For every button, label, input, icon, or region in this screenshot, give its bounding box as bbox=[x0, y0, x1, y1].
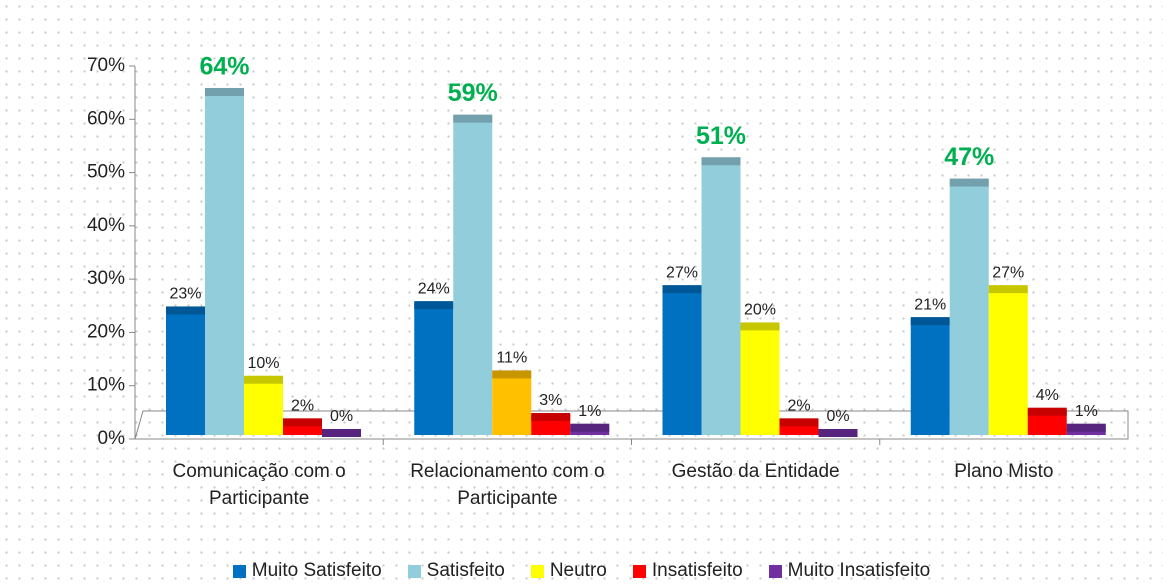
bar bbox=[492, 372, 532, 435]
bar-top bbox=[818, 429, 858, 437]
legend-label: Neutro bbox=[549, 560, 607, 581]
legend-label: Muito Insatisfeito bbox=[787, 560, 931, 581]
data-label: 4% bbox=[1036, 387, 1059, 404]
x-tick-label: Plano Misto bbox=[954, 461, 1054, 482]
bar-top bbox=[1066, 423, 1106, 432]
floor bbox=[134, 410, 1129, 440]
x-tick-label: Relacionamento com o Participante bbox=[410, 461, 605, 509]
data-label: 11% bbox=[496, 350, 527, 367]
legend-item: Satisfeito bbox=[407, 560, 505, 582]
y-tick-label: 30% bbox=[87, 268, 125, 289]
y-tick-label: 60% bbox=[87, 108, 125, 129]
x-tick-label: Comunicação com o Participante bbox=[172, 461, 346, 509]
data-label: 51% bbox=[696, 122, 746, 150]
legend-item: Insatisfeito bbox=[632, 560, 743, 582]
legend-swatch bbox=[530, 564, 544, 578]
legend-label: Muito Satisfeito bbox=[251, 560, 382, 581]
bar bbox=[988, 287, 1028, 435]
data-label: 21% bbox=[914, 296, 946, 313]
bar-top bbox=[740, 322, 780, 331]
data-label: 59% bbox=[448, 79, 498, 107]
data-label: 23% bbox=[169, 286, 201, 303]
data-label: 24% bbox=[418, 280, 450, 297]
legend-label: Insatisfeito bbox=[651, 560, 743, 581]
bar-top bbox=[166, 306, 205, 315]
bar bbox=[949, 180, 989, 435]
data-label: 0% bbox=[330, 408, 353, 425]
legend-swatch bbox=[632, 564, 646, 578]
y-tick-label: 10% bbox=[87, 375, 125, 396]
legend-item: Muito Satisfeito bbox=[232, 560, 382, 582]
y-tick-label: 0% bbox=[98, 428, 126, 449]
legend-item: Muito Insatisfeito bbox=[768, 560, 931, 582]
data-label: 2% bbox=[291, 398, 314, 415]
data-label: 0% bbox=[826, 408, 849, 425]
data-label: 2% bbox=[787, 398, 810, 415]
legend-label: Satisfeito bbox=[426, 560, 505, 581]
bar-top bbox=[910, 317, 950, 326]
bar bbox=[205, 89, 244, 435]
data-label: 10% bbox=[247, 355, 279, 372]
legend-swatch bbox=[232, 564, 246, 578]
bar-top bbox=[322, 429, 361, 437]
bar-top bbox=[531, 413, 571, 422]
bar bbox=[701, 159, 741, 435]
bar-top bbox=[701, 157, 741, 166]
bar-top bbox=[1027, 407, 1067, 416]
bar-top bbox=[988, 285, 1028, 294]
bar-top bbox=[414, 301, 454, 310]
bar bbox=[662, 287, 702, 435]
data-label: 1% bbox=[1075, 403, 1098, 420]
bar-top bbox=[570, 423, 610, 432]
data-label: 64% bbox=[199, 53, 249, 81]
bar-top bbox=[662, 285, 702, 294]
bar-top bbox=[492, 370, 532, 379]
legend: Muito Satisfeito Satisfeito Neutro Insatisf… bbox=[0, 560, 1163, 582]
legend-item: Neutro bbox=[530, 560, 607, 582]
legend-swatch bbox=[768, 564, 782, 578]
y-tick-label: 70% bbox=[87, 55, 125, 76]
data-label: 27% bbox=[992, 264, 1024, 281]
data-label: 20% bbox=[744, 302, 776, 319]
bar-top bbox=[244, 375, 283, 384]
bar bbox=[910, 319, 950, 435]
y-tick-label: 50% bbox=[87, 162, 125, 183]
bar bbox=[414, 303, 454, 435]
bar bbox=[740, 324, 780, 435]
data-label: 1% bbox=[578, 403, 601, 420]
legend-swatch bbox=[407, 564, 421, 578]
bar-top bbox=[453, 114, 493, 123]
x-tick-label: Gestão da Entidade bbox=[671, 461, 840, 482]
bar-top bbox=[205, 87, 244, 96]
data-label: 3% bbox=[539, 392, 562, 409]
bar-top bbox=[779, 418, 819, 427]
bar bbox=[166, 308, 205, 435]
y-tick-label: 40% bbox=[87, 215, 125, 236]
data-label: 27% bbox=[666, 264, 698, 281]
bar-top bbox=[949, 178, 989, 187]
y-tick-label: 20% bbox=[87, 321, 125, 342]
bar bbox=[453, 116, 493, 435]
data-label: 47% bbox=[944, 143, 994, 171]
bar-top bbox=[283, 418, 322, 427]
bar bbox=[244, 377, 283, 435]
